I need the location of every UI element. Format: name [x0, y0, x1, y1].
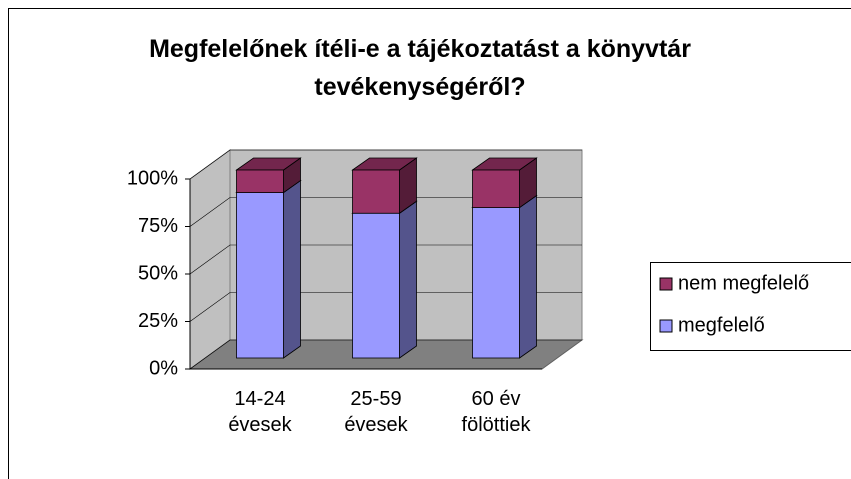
- bar: [472, 207, 520, 359]
- legend-box: [650, 262, 851, 351]
- grid-line: [189, 292, 582, 322]
- bar: [236, 192, 284, 359]
- grid-line: [189, 149, 582, 180]
- y-tick-label: 0%: [149, 357, 178, 379]
- legend-label: nem megfelelő: [678, 272, 809, 294]
- bar: [352, 212, 400, 359]
- x-tick-label: 25-59 évesek: [344, 388, 408, 436]
- legend-swatch: [659, 319, 673, 333]
- bar-side: [519, 194, 537, 359]
- bar-side: [283, 179, 301, 359]
- y-tick-label: 100%: [127, 167, 178, 189]
- y-tick-label: 25%: [138, 310, 178, 332]
- grid-line: [189, 197, 582, 227]
- grid-line: [189, 244, 582, 275]
- y-tick-label: 75%: [138, 215, 178, 237]
- x-tick-label: 14-24 évesek: [228, 388, 292, 436]
- chart-title: Megfelelőnek ítéli-e a tájékoztatást a k…: [149, 35, 691, 101]
- legend-swatch: [659, 277, 673, 291]
- legend-label: megfelelő: [678, 314, 765, 336]
- y-tick-label: 50%: [138, 262, 178, 284]
- bar-side: [399, 200, 417, 359]
- bar: [236, 169, 284, 193]
- x-tick-label: 60 év fölöttiek: [461, 388, 531, 436]
- bar: [352, 169, 400, 214]
- grid-line: [189, 339, 582, 370]
- bar: [472, 169, 520, 208]
